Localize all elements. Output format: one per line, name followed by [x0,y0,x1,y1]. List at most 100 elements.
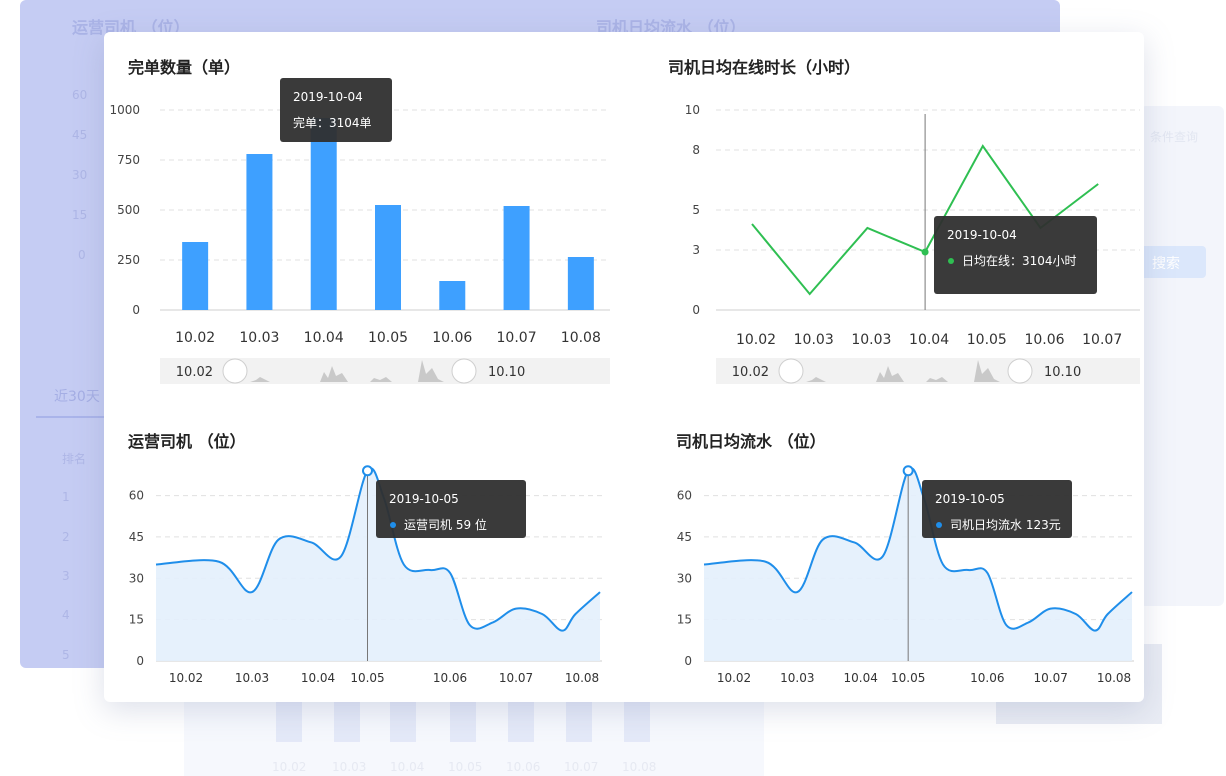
background-xtick: 10.03 [332,760,367,774]
revenue-tooltip-label: 司机日均流水 123元 [950,518,1061,532]
revenue-chart-title: 司机日均流水 （位） [676,432,826,451]
online-xtick-label: 10.06 [1024,332,1064,348]
drivers-xtick-label: 10.06 [433,671,467,685]
background-xtick: 10.06 [506,760,541,774]
dashboard-card: 完单数量（单） 司机日均在线时长（小时） 运营司机 （位） 司机日均流水 （位）… [104,32,1144,702]
online-xtick-label: 10.03 [851,332,891,348]
orders-xtick-label: 10.03 [239,330,279,346]
drivers-ytick-label: 60 [129,489,144,503]
background-rank: 4 [62,608,70,622]
revenue-ytick-label: 60 [677,489,692,503]
orders-ytick-label: 500 [117,203,140,217]
background-xtick: 10.08 [622,760,657,774]
online-slider-end-label: 10.10 [1044,365,1081,380]
orders-bar [182,242,209,310]
background-ytick: 30 [72,168,88,182]
drivers-chart-title: 运营司机 （位） [128,432,246,451]
online-ytick-label: 8 [692,143,700,157]
online-slider-sparkline [806,360,1016,382]
background-xtick: 10.07 [564,760,599,774]
background-bar [390,700,416,742]
online-tooltip-box [934,216,1097,294]
background-ytick: 45 [72,128,88,142]
background-rank: 3 [62,569,70,583]
orders-chart-title: 完单数量（单） [128,58,241,77]
orders-tooltip: 2019-10-04 完单：3104单 [280,78,392,142]
revenue-highlight-point [902,465,914,477]
orders-slider-end-label: 10.10 [488,365,525,380]
online-xtick-label: 10.07 [1082,332,1122,348]
revenue-tooltip-box [922,480,1072,538]
orders-xtick-label: 10.08 [561,330,601,346]
orders-bar [567,257,594,310]
revenue-tooltip-dot [936,522,942,528]
drivers-xtick-label: 10.03 [235,671,269,685]
orders-ytick-label: 0 [132,303,140,317]
orders-slider-start-label: 10.02 [176,365,213,380]
revenue-area-fill [704,468,1132,661]
background-ytick: 0 [78,248,86,262]
background-bar [334,700,360,742]
revenue-ytick-label: 30 [677,571,692,585]
revenue-xtick-label: 10.07 [1033,671,1067,685]
revenue-xtick-label: 10.04 [843,671,877,685]
online-tooltip: 2019-10-04 日均在线：3104小时 [934,216,1097,294]
background-bar [276,700,302,742]
online-slider-start-label: 10.02 [732,365,769,380]
orders-bar [310,118,337,310]
background-bar [566,700,592,742]
drivers-series-line [155,467,601,632]
background-xtick: 10.02 [272,760,307,774]
orders-ytick-label: 1000 [109,103,140,117]
drivers-xtick-label: 10.02 [169,671,203,685]
orders-xtick-label: 10.02 [175,330,215,346]
online-chart-title: 司机日均在线时长（小时） [668,58,861,77]
revenue-series-line [703,467,1133,632]
background-bar [508,700,534,742]
drivers-ytick-label: 15 [129,613,144,627]
background-search-label: 搜索 [1152,256,1180,272]
background-right-panel [1140,106,1224,606]
drivers-area-fill [156,468,600,661]
online-ytick-label: 0 [692,303,700,317]
drivers-ytick-label: 30 [129,571,144,585]
orders-xtick-label: 10.06 [432,330,472,346]
background-rank: 1 [62,490,70,504]
revenue-tooltip-date: 2019-10-05 [935,492,1005,506]
online-ytick-label: 5 [692,203,700,217]
online-tooltip-date: 2019-10-04 [947,228,1017,242]
online-slider-handle[interactable] [1007,358,1033,384]
online-tooltip-label: 日均在线：3104小时 [962,254,1077,268]
drivers-tooltip-dot [390,522,396,528]
online-slider-handle[interactable] [778,358,804,384]
drivers-xtick-label: 10.04 [301,671,335,685]
online-highlight-point [921,248,929,256]
orders-xtick-label: 10.04 [304,330,344,346]
orders-slider-handle[interactable] [451,358,477,384]
background-search-button [1140,246,1206,278]
background-right-text: 条件查询 [1150,130,1199,144]
drivers-tooltip-date: 2019-10-05 [389,492,459,506]
drivers-tooltip-box [376,480,526,538]
orders-tooltip-box [280,78,392,142]
drivers-xtick-label: 10.05 [350,671,384,685]
orders-slider-handle[interactable] [222,358,248,384]
drivers-ytick-label: 45 [129,530,144,544]
dashboard-charts: 0 250 500 750 1000 10.02 10.03 10.04 10.05 10.06 1… [109,78,1140,685]
background-tab-underline [36,416,106,418]
orders-xtick-label: 10.05 [368,330,408,346]
background-tab: 近30天 [54,389,100,405]
orders-tooltip-date: 2019-10-04 [293,90,363,104]
orders-ytick-label: 250 [117,253,140,267]
revenue-xtick-label: 10.06 [970,671,1004,685]
orders-ytick-label: 750 [117,153,140,167]
revenue-xtick-label: 10.02 [717,671,751,685]
revenue-xtick-label: 10.03 [780,671,814,685]
revenue-xtick-label: 10.05 [891,671,925,685]
background-rank: 5 [62,648,70,662]
background-xtick: 10.04 [390,760,425,774]
background-xtick: 10.05 [448,760,483,774]
orders-tooltip-label: 完单：3104单 [293,115,372,130]
orders-bar [439,281,466,310]
online-xtick-label: 10.05 [967,332,1007,348]
